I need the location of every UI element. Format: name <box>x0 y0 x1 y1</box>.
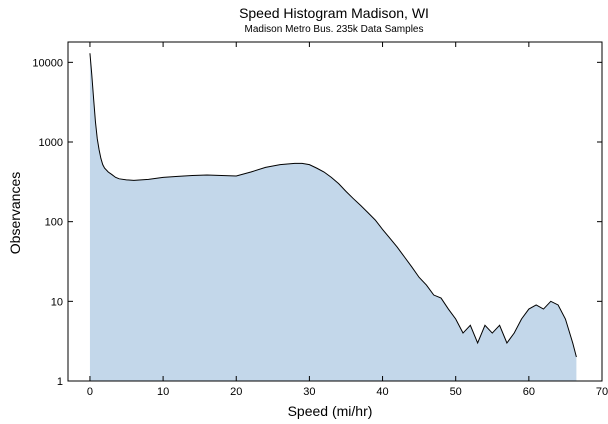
y-tick-label: 1 <box>57 376 63 388</box>
y-tick-label: 10 <box>51 296 63 308</box>
x-tick-label: 10 <box>157 386 169 398</box>
x-tick-label: 50 <box>450 386 462 398</box>
plot-frame <box>67 41 603 382</box>
y-tick-label: 10000 <box>32 57 63 69</box>
x-tick-label: 0 <box>87 386 93 398</box>
x-tick-label: 70 <box>596 386 608 398</box>
y-tick-label: 100 <box>45 217 63 229</box>
y-axis-label: Observances <box>7 172 23 254</box>
histogram-area <box>89 53 577 381</box>
histogram-outline <box>89 53 577 358</box>
x-tick-label: 40 <box>376 386 388 398</box>
plot-area <box>89 53 577 381</box>
y-tick-label: 1000 <box>39 137 63 149</box>
chart-title: Speed Histogram Madison, WI <box>239 5 429 21</box>
x-tick-label: 30 <box>303 386 315 398</box>
x-axis-label: Speed (mi/hr) <box>288 403 373 419</box>
axes: 0 10 20 30 40 50 60 70 1 10 100 1000 10000 <box>32 41 608 398</box>
x-tick-label: 20 <box>230 386 242 398</box>
chart-subtitle: Madison Metro Bus. 235k Data Samples <box>245 24 424 35</box>
x-tick-label: 60 <box>523 386 535 398</box>
